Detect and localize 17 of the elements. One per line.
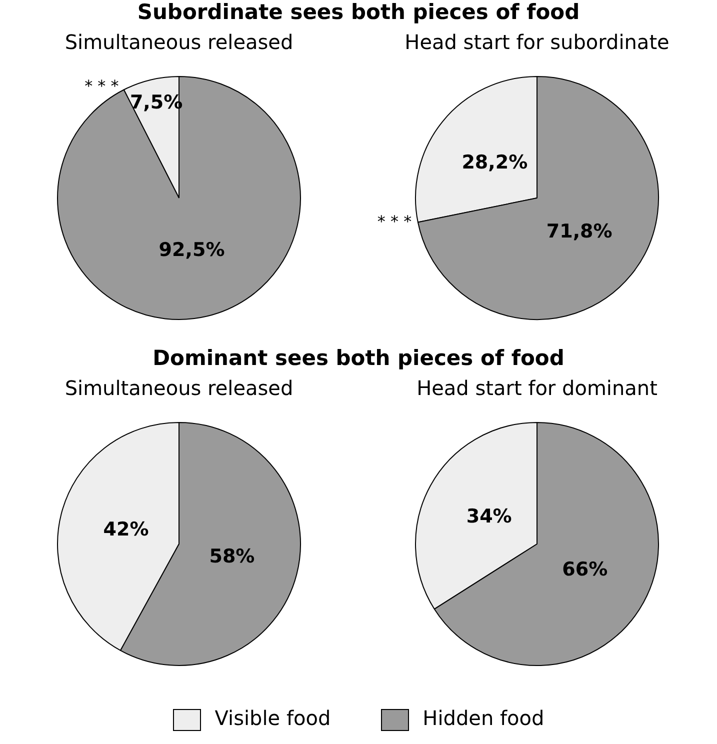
data-label: 66%	[562, 558, 608, 580]
legend-label: Hidden food	[422, 706, 544, 731]
chart-subtitle: Head start for subordinate	[404, 30, 670, 54]
legend-label: Visible food	[214, 706, 331, 731]
text: * * *	[377, 212, 412, 231]
chart-subtitle: Simultaneous released	[64, 376, 294, 400]
text: Dominant sees both pieces of food	[152, 346, 566, 370]
data-label: 92,5%	[158, 239, 225, 262]
data-label: 34%	[466, 506, 512, 528]
text: * * *	[84, 76, 119, 96]
data-label: 58%	[209, 546, 255, 568]
data-label: 28,2%	[462, 151, 528, 174]
data-label: 42%	[103, 518, 149, 540]
chart-subtitle: Simultaneous released	[64, 30, 294, 54]
chart-subtitle: Head start for dominant	[416, 376, 658, 400]
chart-title: Subordinate sees both pieces of food	[136, 0, 581, 24]
data-label: 71,8%	[546, 220, 612, 243]
